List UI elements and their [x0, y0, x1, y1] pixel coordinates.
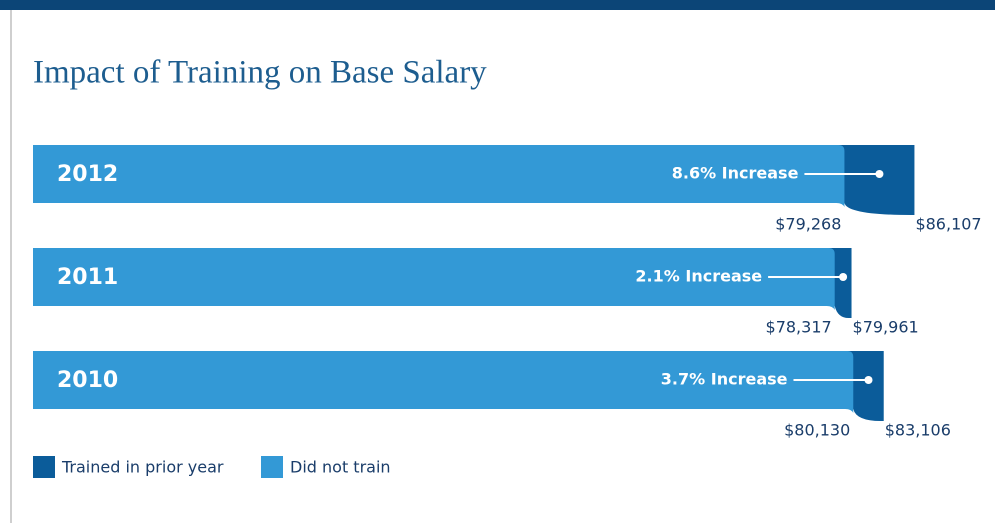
annotation-dot — [875, 170, 884, 178]
value-label: $79,961 — [853, 318, 919, 337]
annotation: 8.6% Increase — [672, 164, 799, 183]
legend-swatch — [261, 456, 283, 478]
annotation-dot — [839, 273, 848, 281]
value-label: $79,268 — [775, 215, 841, 234]
category-label: 2012 — [57, 162, 118, 187]
annotation-dot — [864, 376, 873, 384]
value-label: $86,107 — [915, 215, 981, 234]
legend-label: Trained in prior year — [61, 458, 224, 477]
category-label: 2010 — [57, 368, 118, 393]
legend-swatch — [33, 456, 55, 478]
category-label: 2011 — [57, 265, 118, 290]
bar-not-trained — [33, 351, 854, 413]
chart-title: Impact of Training on Base Salary — [33, 55, 487, 91]
top-band — [0, 0, 995, 10]
annotation: 3.7% Increase — [661, 370, 788, 389]
legend-label: Did not train — [290, 458, 391, 477]
value-label: $78,317 — [766, 318, 832, 337]
value-label: $80,130 — [784, 421, 850, 440]
bar-not-trained — [33, 248, 835, 310]
bar-not-trained — [33, 145, 845, 207]
value-label: $83,106 — [885, 421, 951, 440]
left-border — [10, 10, 12, 523]
annotation: 2.1% Increase — [635, 267, 762, 286]
